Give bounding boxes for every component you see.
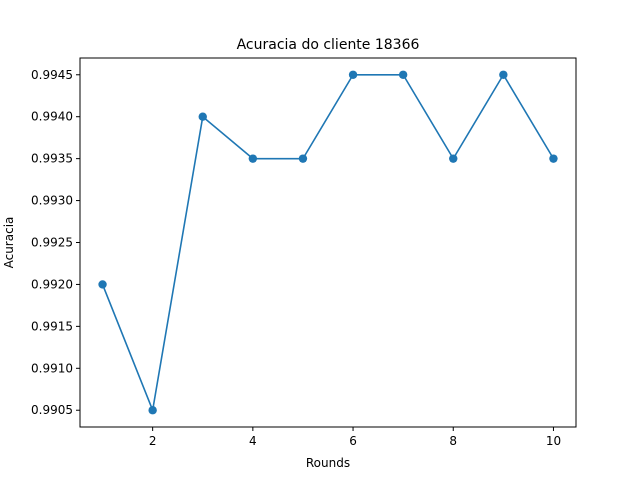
x-axis-label: Rounds <box>306 456 350 470</box>
data-point <box>148 406 157 415</box>
data-point <box>499 70 508 79</box>
data-point <box>198 112 207 121</box>
y-tick-label: 0.9920 <box>31 277 73 291</box>
x-tick-label: 10 <box>546 434 561 448</box>
data-point <box>449 154 458 163</box>
data-point <box>248 154 258 163</box>
x-tick-label: 2 <box>149 434 157 448</box>
x-tick-label: 6 <box>349 434 357 448</box>
chart-title: Acuracia do cliente 18366 <box>237 37 420 53</box>
y-tick-label: 0.9930 <box>31 194 73 208</box>
y-tick-label: 0.9910 <box>31 361 73 375</box>
series-line <box>101 73 555 412</box>
data-point <box>348 70 358 79</box>
data-point <box>298 154 308 163</box>
data-point <box>398 70 408 79</box>
y-tick-label: 0.9945 <box>31 68 73 82</box>
x-tick-label: 4 <box>249 434 257 448</box>
y-tick-label: 0.9935 <box>31 152 73 166</box>
data-point <box>549 154 558 163</box>
y-tick-label: 0.9925 <box>31 236 73 250</box>
y-axis-label: Acuracia <box>2 217 16 269</box>
y-axis-ticks: 0.9905 0.9910 0.9915 0.9920 0.9925 0.9930 0.99… <box>31 68 80 417</box>
x-axis-ticks: 2 4 6 8 10 <box>149 427 561 448</box>
series-layer <box>98 70 558 415</box>
y-tick-label: 0.9915 <box>31 319 73 333</box>
plot-area-frame <box>79 57 577 428</box>
x-tick-label: 8 <box>449 434 457 448</box>
data-point <box>98 280 107 289</box>
y-tick-label: 0.9905 <box>31 403 73 417</box>
y-tick-label: 0.9940 <box>31 110 73 124</box>
